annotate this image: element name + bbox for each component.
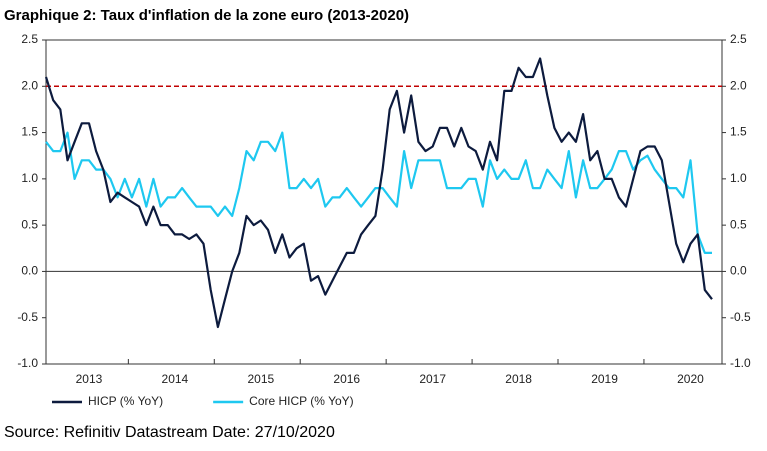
- y-tick-label: 1.5: [21, 125, 38, 139]
- x-tick-label: 2018: [505, 372, 532, 386]
- y-tick-label: -0.5: [17, 310, 38, 324]
- y-tick-label: 2.5: [21, 32, 38, 46]
- y2-tick-label: 2.0: [730, 78, 747, 92]
- x-tick-label: 2015: [247, 372, 274, 386]
- y-tick-label: -1.0: [17, 356, 38, 370]
- x-tick-label: 2013: [76, 372, 103, 386]
- chart-title: Graphique 2: Taux d'inflation de la zone…: [4, 7, 409, 24]
- y2-tick-label: 1.5: [730, 125, 747, 139]
- y2-tick-label: -1.0: [730, 356, 751, 370]
- y-tick-label: 2.0: [21, 78, 38, 92]
- legend-label: HICP (% YoY): [88, 394, 163, 408]
- x-tick-label: 2017: [419, 372, 446, 386]
- series-line: [44, 57, 713, 329]
- x-tick-label: 2020: [677, 372, 704, 386]
- y2-tick-label: 2.5: [730, 32, 747, 46]
- y2-tick-label: 0.0: [730, 264, 747, 278]
- y-tick-label: 0.0: [21, 264, 38, 278]
- x-tick-label: 2016: [333, 372, 360, 386]
- x-tick-label: 2014: [162, 372, 189, 386]
- y2-tick-label: 1.0: [730, 171, 747, 185]
- legend-label: Core HICP (% YoY): [249, 394, 354, 408]
- plot-frame: [45, 39, 723, 365]
- source: Source: Refinitiv Datastream Date: 27/10…: [4, 424, 335, 441]
- y-tick-label: 1.0: [21, 171, 38, 185]
- y-tick-label: 0.5: [21, 217, 38, 231]
- y2-tick-label: 0.5: [730, 217, 747, 231]
- x-tick-label: 2019: [591, 372, 618, 386]
- y2-tick-label: -0.5: [730, 310, 751, 324]
